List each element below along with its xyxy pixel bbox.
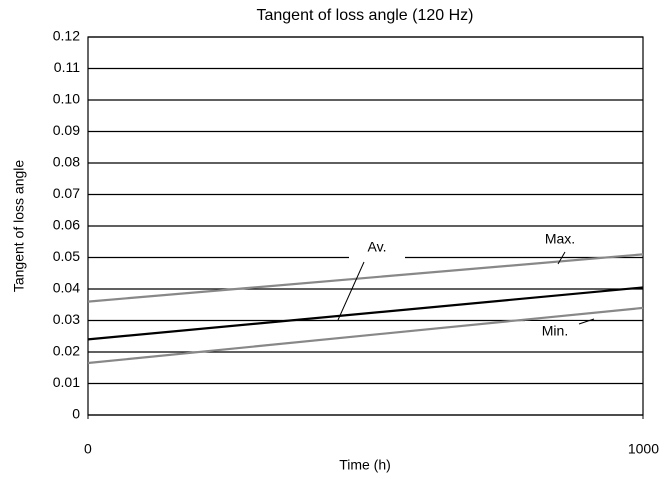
series-label: Av. — [368, 239, 387, 255]
y-axis-label: Tangent of loss angle — [11, 160, 27, 293]
y-tick-label: 0.03 — [53, 311, 80, 327]
y-tick-label: 0.11 — [54, 59, 80, 75]
y-tick-label: 0.05 — [53, 248, 80, 264]
label-background — [529, 229, 591, 251]
leader-line — [557, 251, 566, 265]
y-tick-label: 0.10 — [53, 91, 80, 107]
x-tick-label: 0 — [84, 441, 92, 457]
y-tick-label: 0 — [72, 406, 80, 422]
y-tick-label: 0.02 — [53, 343, 80, 359]
label-background — [525, 321, 585, 343]
leader-line — [578, 318, 595, 325]
y-tick-label: 0.06 — [53, 217, 80, 233]
y-tick-label: 0.12 — [53, 28, 80, 44]
series-label: Min. — [542, 323, 568, 339]
label-background — [349, 237, 405, 259]
y-tick-label: 0.08 — [53, 154, 80, 170]
series-line — [87, 306, 644, 365]
leader-line — [337, 261, 365, 321]
x-axis-label: Time (h) — [339, 457, 391, 473]
y-tick-label: 0.07 — [53, 185, 80, 201]
series-line — [87, 253, 644, 303]
series-line — [87, 286, 644, 341]
y-tick-label: 0.04 — [53, 280, 80, 296]
chart-title: Tangent of loss angle (120 Hz) — [256, 7, 473, 24]
y-tick-label: 0.09 — [53, 122, 80, 138]
y-tick-label: 0.01 — [53, 374, 80, 390]
series-label: Max. — [545, 231, 575, 247]
x-tick-label: 1000 — [628, 441, 659, 457]
plot-border — [87, 36, 644, 416]
